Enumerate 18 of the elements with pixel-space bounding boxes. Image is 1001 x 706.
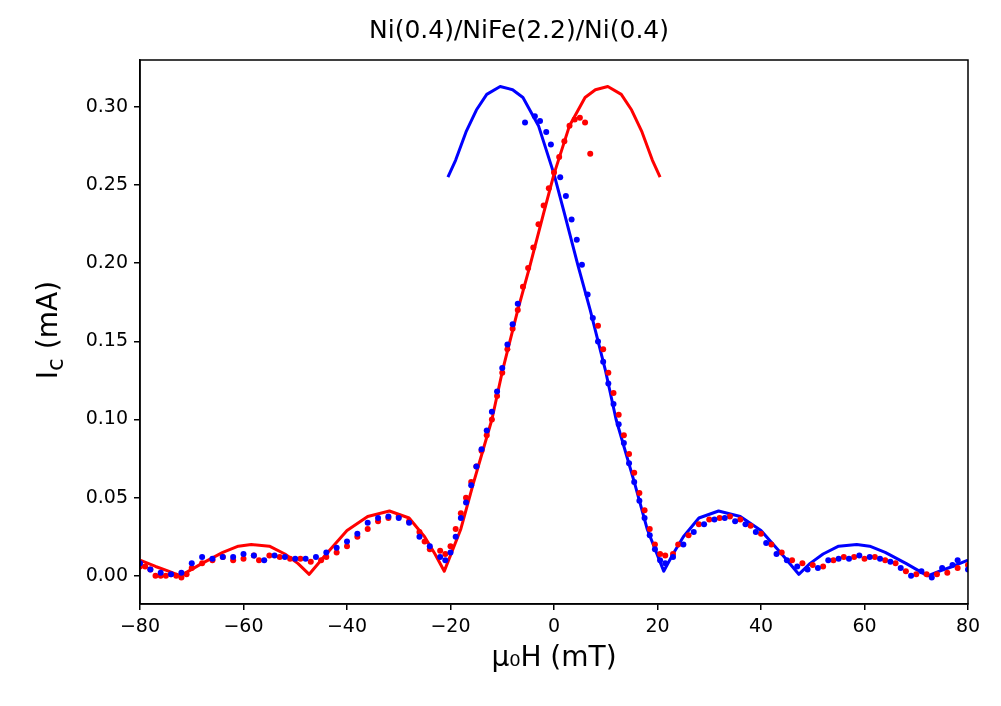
y-tick-label: 0.10 xyxy=(85,406,128,429)
x-tick-label: −40 xyxy=(326,614,368,637)
chart-title: Ni(0.4)/NiFe(2.2)/Ni(0.4) xyxy=(369,14,669,44)
x-tick-label: 20 xyxy=(645,614,670,637)
x-tick-label: 0 xyxy=(547,614,561,637)
y-tick-label: 0.05 xyxy=(85,484,128,507)
x-tick-label: 80 xyxy=(955,614,981,637)
x-tick-label: 40 xyxy=(748,614,774,637)
y-tick-label: 0.25 xyxy=(85,171,128,194)
y-tick-label: 0.00 xyxy=(85,562,128,585)
y-tick-label: 0.15 xyxy=(85,328,128,351)
x-tick-label: −20 xyxy=(430,614,471,637)
y-tick-label: 0.30 xyxy=(85,93,128,116)
x-tick-label: −80 xyxy=(119,614,161,637)
x-tick-label: −60 xyxy=(223,614,264,637)
x-tick-label: 60 xyxy=(852,614,877,637)
x-axis-title: μ₀H (mT) xyxy=(490,640,618,673)
y-tick-label: 0.20 xyxy=(85,250,128,273)
